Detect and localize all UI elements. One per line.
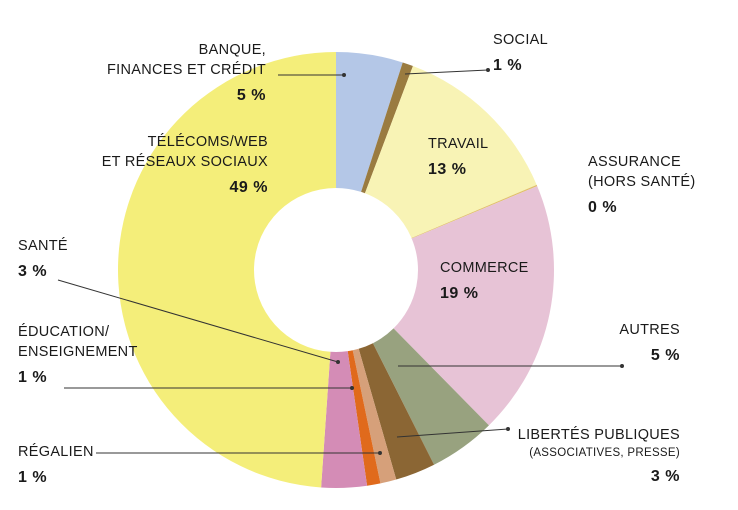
label-line-autres: AUTRES: [619, 322, 680, 338]
label-sub-libertes: (ASSOCIATIVES, PRESSE): [529, 447, 680, 459]
leader-dot-banque: [342, 73, 346, 77]
pct-commerce: 19 %: [440, 285, 479, 302]
label-line-sante: SANTÉ: [18, 238, 68, 254]
label-line-education: ÉDUCATION/: [18, 324, 110, 340]
slice-social: [361, 62, 413, 194]
label-line-libertes: LIBERTÉS PUBLIQUES: [517, 427, 680, 443]
slice-banque: [336, 52, 403, 192]
label-line-regalien: RÉGALIEN: [18, 444, 94, 460]
pct-social: 1 %: [493, 57, 523, 74]
label-sante: SANTÉ 3 %: [18, 236, 138, 282]
leader-dot-education: [350, 386, 354, 390]
pct-regalien: 1 %: [18, 469, 48, 486]
leader-dot-sante: [336, 360, 340, 364]
pct-assurance: 0 %: [588, 199, 618, 216]
pct-banque: 5 %: [236, 87, 266, 104]
label-travail: TRAVAIL 13 %: [428, 134, 548, 180]
label-line-telecoms: ET RÉSEAUX SOCIAUX: [101, 154, 268, 170]
slice-sante: [321, 351, 368, 488]
slice-regalien: [352, 348, 397, 484]
slice-autres: [372, 328, 489, 465]
pct-autres: 5 %: [650, 347, 680, 364]
slice-education: [347, 350, 381, 486]
leader-dot-social: [486, 68, 490, 72]
leader-line-social: [404, 69, 489, 75]
label-commerce: COMMERCE 19 %: [440, 258, 570, 304]
label-education: ÉDUCATION/ENSEIGNEMENT 1 %: [18, 322, 178, 388]
label-telecoms: TÉLÉCOMS/WEB ET RÉSEAUX SOCIAUX 49 %: [62, 132, 268, 198]
label-social: SOCIAL 1 %: [493, 30, 613, 76]
pct-telecoms: 49 %: [229, 179, 268, 196]
label-line-education: ENSEIGNEMENT: [18, 344, 138, 360]
label-libertes: LIBERTÉS PUBLIQUES (ASSOCIATIVES, PRESSE)…: [480, 425, 680, 487]
leader-line-sante: [57, 279, 339, 363]
label-line-telecoms: TÉLÉCOMS/WEB: [147, 134, 268, 150]
label-banque: BANQUE, FINANCES ET CRÉDIT 5 %: [70, 40, 266, 106]
label-line-banque: FINANCES ET CRÉDIT: [106, 62, 266, 78]
slice-assurance: [411, 184, 538, 239]
label-line-travail: TRAVAIL: [428, 136, 489, 152]
slice-libertes: [358, 343, 435, 480]
label-assurance: ASSURANCE (HORS SANTÉ) 0 %: [588, 152, 728, 218]
slice-telecoms: [118, 52, 336, 488]
label-autres: AUTRES 5 %: [560, 320, 680, 366]
label-regalien: RÉGALIEN 1 %: [18, 442, 138, 488]
label-line-banque: BANQUE,: [198, 42, 266, 58]
leader-line-libertes: [396, 428, 509, 438]
leader-dot-regalien: [378, 451, 382, 455]
label-line-assurance: ASSURANCE: [588, 154, 681, 170]
label-line-assurance: (HORS SANTÉ): [588, 174, 696, 190]
slice-travail: [364, 66, 537, 238]
pct-travail: 13 %: [428, 161, 467, 178]
label-line-social: SOCIAL: [493, 32, 548, 48]
pct-libertes: 3 %: [650, 468, 680, 485]
pct-sante: 3 %: [18, 263, 48, 280]
leader-dot-autres: [620, 364, 624, 368]
label-line-commerce: COMMERCE: [440, 260, 529, 276]
leader-dot-libertes: [506, 427, 510, 431]
pct-education: 1 %: [18, 369, 48, 386]
